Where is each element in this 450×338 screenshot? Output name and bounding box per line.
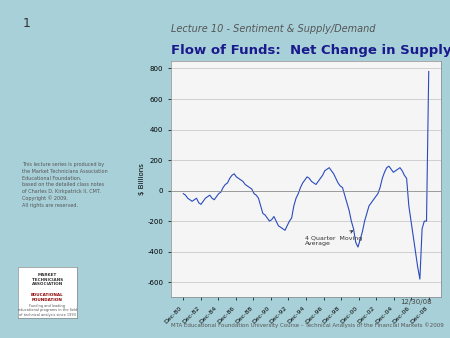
Text: 4 Quarter  Moving
Average: 4 Quarter Moving Average xyxy=(305,231,362,246)
Text: MTA Educational Foundation University Course – Technical Analysis of the Financi: MTA Educational Foundation University Co… xyxy=(171,322,444,328)
Text: Funding and leading
educational programs in the field
of technical analysis sinc: Funding and leading educational programs… xyxy=(18,304,77,317)
Text: This lecture series is produced by
the Market Technicians Association
Educationa: This lecture series is produced by the M… xyxy=(22,162,108,208)
Text: MARKET
TECHNICIANS
ASSOCIATION: MARKET TECHNICIANS ASSOCIATION xyxy=(32,273,63,286)
Text: EDUCATIONAL
FOUNDATION: EDUCATIONAL FOUNDATION xyxy=(31,293,63,302)
Text: Flow of Funds:  Net Change in Supply of Stock: Flow of Funds: Net Change in Supply of S… xyxy=(171,44,450,57)
Text: 1: 1 xyxy=(22,17,31,30)
Y-axis label: $ Billions: $ Billions xyxy=(139,163,144,195)
Text: 12/30/08: 12/30/08 xyxy=(400,299,432,305)
Text: Lecture 10 - Sentiment & Supply/Demand: Lecture 10 - Sentiment & Supply/Demand xyxy=(171,24,375,34)
